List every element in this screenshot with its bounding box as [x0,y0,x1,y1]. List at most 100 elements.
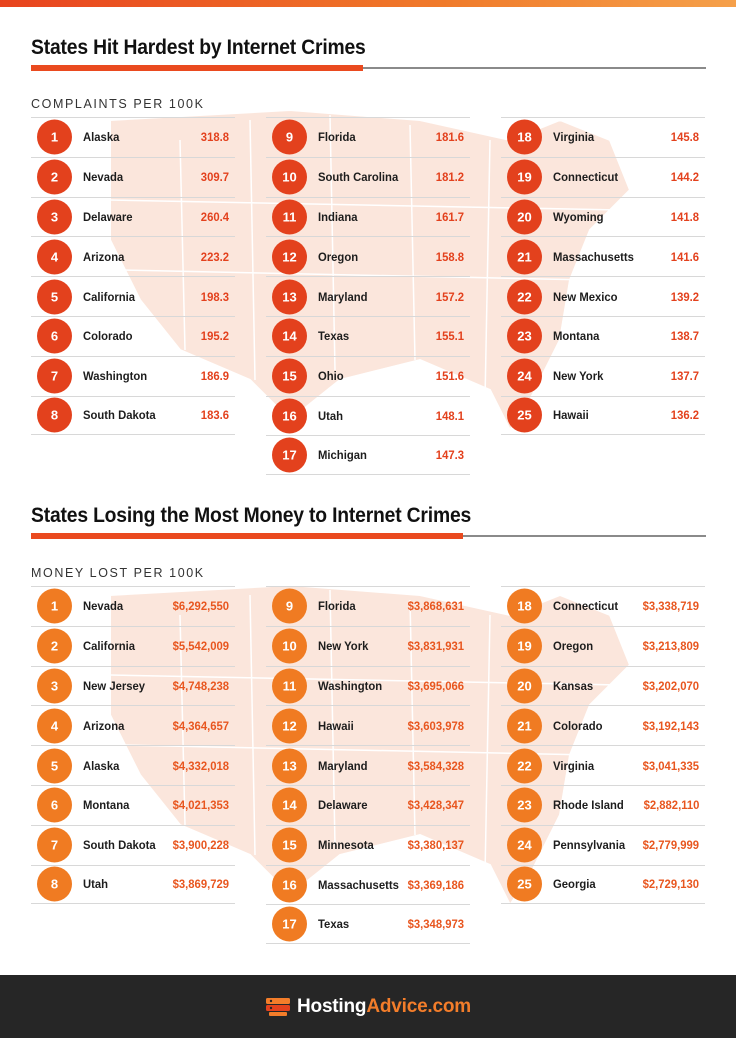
state-name: Connecticut [553,170,619,185]
state-name: Wyoming [553,209,604,224]
section-title: States Hit Hardest by Internet Crimes [31,36,366,59]
section-title: States Losing the Most Money to Internet… [31,504,472,527]
ranking-row: 8 South Dakota 183.6 [31,395,235,436]
rank-badge: 24 [507,358,542,394]
ranking-row: 12 Hawaii $3,603,978 [266,705,470,745]
rank-badge: 20 [507,199,542,235]
rank-badge: 19 [507,628,542,664]
top-accent-bar [0,0,736,7]
title-underline [31,65,706,71]
ranking-row: 5 California 198.3 [31,276,235,316]
state-name: Delaware [83,209,133,224]
stat-value: $3,900,228 [172,838,229,853]
rank-badge: 10 [272,159,307,195]
ranking-row: 9 Florida $3,868,631 [266,586,470,626]
stat-value: $3,369,186 [407,877,464,892]
stat-value: $2,729,130 [642,877,699,892]
rank-badge: 4 [37,708,72,744]
stat-value: 181.6 [435,130,464,145]
ranking-row: 21 Massachusetts 141.6 [501,236,705,276]
stat-value: 139.2 [670,289,699,304]
stat-value: 181.2 [435,170,464,185]
rank-badge: 3 [37,199,72,235]
ranking-row: 21 Colorado $3,192,143 [501,705,705,745]
stat-value: 161.7 [435,209,464,224]
rank-badge: 15 [272,358,307,394]
rank-badge: 15 [272,827,307,863]
stat-value: $3,338,719 [642,599,699,614]
stat-value: $3,603,978 [407,718,464,733]
stat-value: $4,364,657 [172,718,229,733]
state-name: Florida [318,599,356,614]
rank-badge: 9 [272,119,307,155]
rank-badge: 18 [507,119,542,155]
rank-badge: 11 [272,199,307,235]
state-name: Virginia [553,758,595,773]
rank-badge: 14 [272,318,307,354]
stat-value: 260.4 [200,209,229,224]
stat-value: $3,869,729 [172,877,229,892]
ranking-row: 3 New Jersey $4,748,238 [31,665,235,706]
state-name: California [83,289,136,304]
rank-badge: 17 [272,437,307,473]
state-name: Arizona [83,718,125,733]
rank-badge: 25 [507,866,542,902]
state-name: South Carolina [318,170,399,185]
ranking-row: 10 New York $3,831,931 [266,625,470,666]
stat-value: $3,695,066 [407,678,464,693]
ranking-column-3: 18 Virginia 145.8 19 Connecticut 144.2 20 Wyomi… [501,117,705,436]
ranking-row: 20 Kansas $3,202,070 [501,665,705,706]
stat-value: $4,021,353 [172,798,229,813]
ranking-row: 16 Utah 148.1 [266,395,470,436]
rank-badge: 12 [272,708,307,744]
ranking-row: 11 Washington $3,695,066 [266,665,470,706]
state-name: Virginia [553,130,595,145]
ranking-row: 7 Washington 186.9 [31,355,235,396]
stat-value: 157.2 [435,289,464,304]
rank-badge: 21 [507,239,542,275]
stat-value: 318.8 [200,130,229,145]
title-underline [31,533,706,539]
ranking-row: 15 Minnesota $3,380,137 [266,824,470,865]
ranking-column-2: 9 Florida $3,868,631 10 New York $3,831,931 11… [266,586,470,945]
stat-value: $6,292,550 [172,599,229,614]
rank-badge: 5 [37,279,72,315]
brand-logo[interactable]: HostingAdvice.com [265,996,471,1018]
ranking-row: 17 Michigan 147.3 [266,435,470,476]
brand-name-part1: Hosting [297,995,367,1017]
ranking-row: 16 Massachusetts $3,369,186 [266,864,470,905]
rank-badge: 3 [37,668,72,704]
ranking-row: 19 Connecticut 144.2 [501,156,705,197]
state-name: Michigan [318,448,367,463]
rank-badge: 14 [272,787,307,823]
ranking-column-1: 1 Alaska 318.8 2 Nevada 309.7 3 Delaware 260.4 4 A… [31,117,235,436]
ranking-row: 7 South Dakota $3,900,228 [31,824,235,865]
ranking-row: 25 Hawaii 136.2 [501,395,705,436]
state-name: Arizona [83,249,125,264]
stat-value: $5,542,009 [172,639,229,654]
stat-value: $3,868,631 [407,599,464,614]
state-name: South Dakota [83,408,156,423]
state-name: Washington [83,369,148,384]
rank-badge: 12 [272,239,307,275]
rank-badge: 6 [37,318,72,354]
stat-value: 148.1 [435,408,464,423]
rank-badge: 13 [272,748,307,784]
footer: HostingAdvice.com [0,975,736,1038]
ranking-row: 5 Alaska $4,332,018 [31,745,235,785]
ranking-row: 8 Utah $3,869,729 [31,864,235,905]
stat-value: $3,428,347 [407,798,464,813]
stat-value: $3,192,143 [642,718,699,733]
state-name: Montana [83,798,130,813]
ranking-row: 13 Maryland 157.2 [266,276,470,316]
rank-badge: 23 [507,318,542,354]
rank-badge: 11 [272,668,307,704]
state-name: Pennsylvania [553,838,626,853]
state-name: Hawaii [553,408,589,423]
stat-value: $3,213,809 [642,639,699,654]
rank-badge: 13 [272,279,307,315]
brand-name: HostingAdvice.com [297,996,471,1018]
section-subtitle: MONEY LOST PER 100K [31,566,205,580]
ranking-row: 10 South Carolina 181.2 [266,156,470,197]
stat-value: $4,748,238 [172,678,229,693]
